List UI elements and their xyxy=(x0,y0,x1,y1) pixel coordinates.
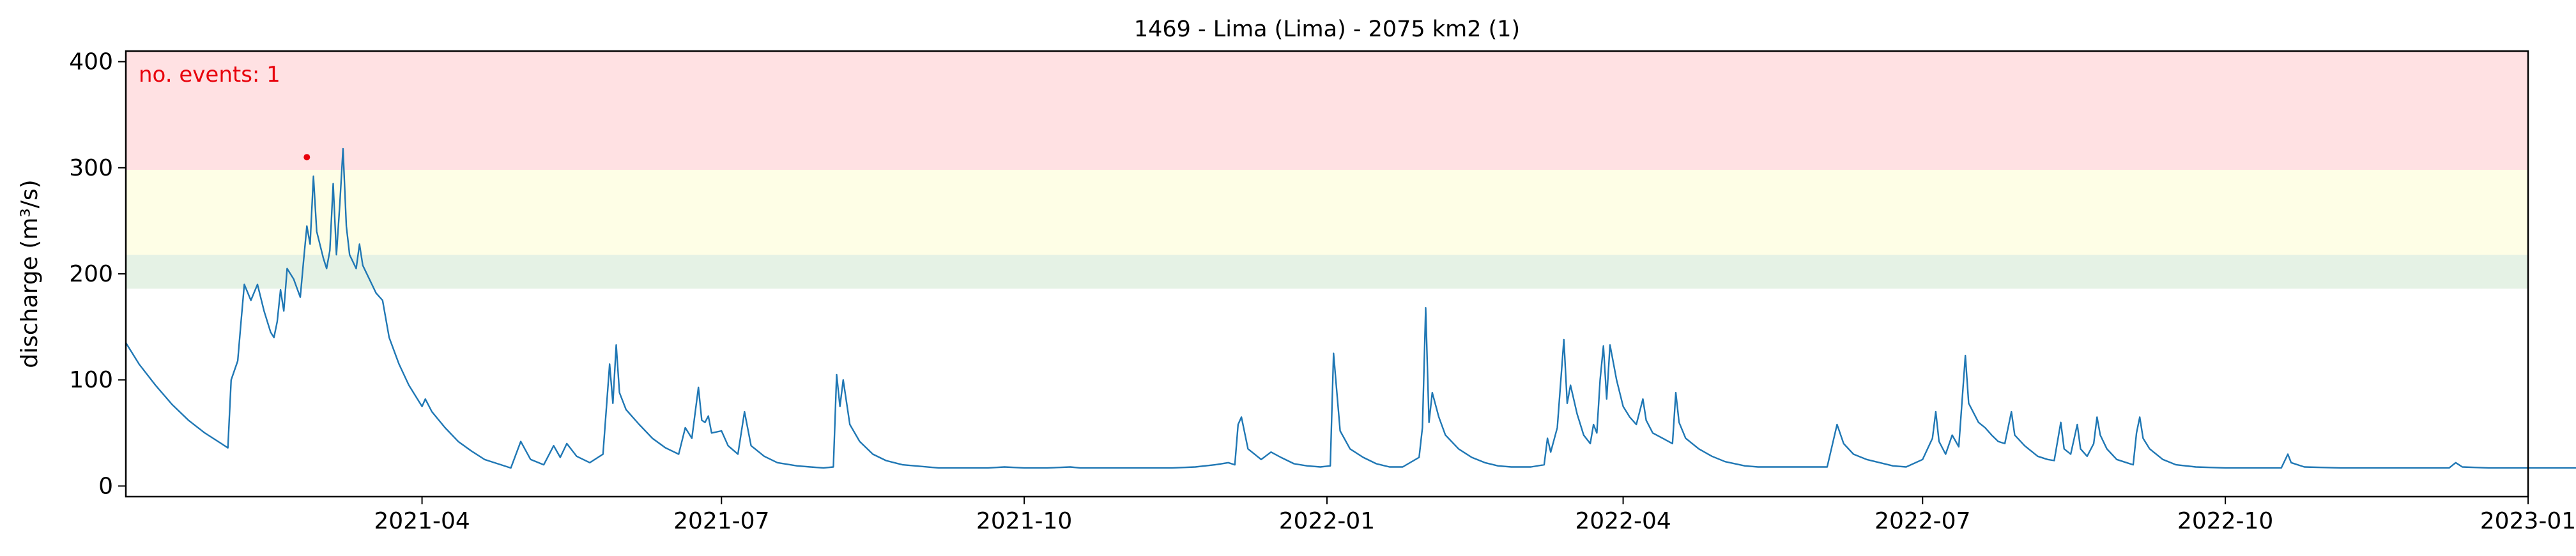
band-green xyxy=(126,255,2528,289)
x-tick-label: 2022-04 xyxy=(1575,508,1671,534)
chart-title: 1469 - Lima (Lima) - 2075 km2 (1) xyxy=(1134,17,1520,42)
plot-area xyxy=(125,147,2576,469)
x-tick-label: 2022-07 xyxy=(1874,508,1970,534)
y-tick-label: 300 xyxy=(69,155,113,181)
x-tick-label: 2021-10 xyxy=(976,508,1072,534)
x-tick-label: 2023-01 xyxy=(2480,508,2576,534)
y-tick-label: 100 xyxy=(69,367,113,393)
y-tick-label: 0 xyxy=(98,473,113,499)
axes: 2021-04 2021-07 2021-10 2022-01 2022-04 2022-… xyxy=(69,49,2576,534)
x-tick-label: 2022-01 xyxy=(1279,508,1375,534)
y-axis-label: discharge (m³/s) xyxy=(17,179,43,368)
band-yellow xyxy=(126,170,2528,255)
threshold-bands xyxy=(126,51,2528,289)
x-tick-label: 2022-10 xyxy=(2177,508,2273,534)
band-red xyxy=(126,51,2528,170)
x-tick-label: 2021-04 xyxy=(374,508,470,534)
x-tick-label: 2021-07 xyxy=(673,508,769,534)
event-marker xyxy=(303,154,310,161)
y-tick-label: 200 xyxy=(69,261,113,287)
discharge-line xyxy=(125,147,2576,469)
y-tick-label: 400 xyxy=(69,49,113,75)
events-annotation: no. events: 1 xyxy=(139,62,280,87)
